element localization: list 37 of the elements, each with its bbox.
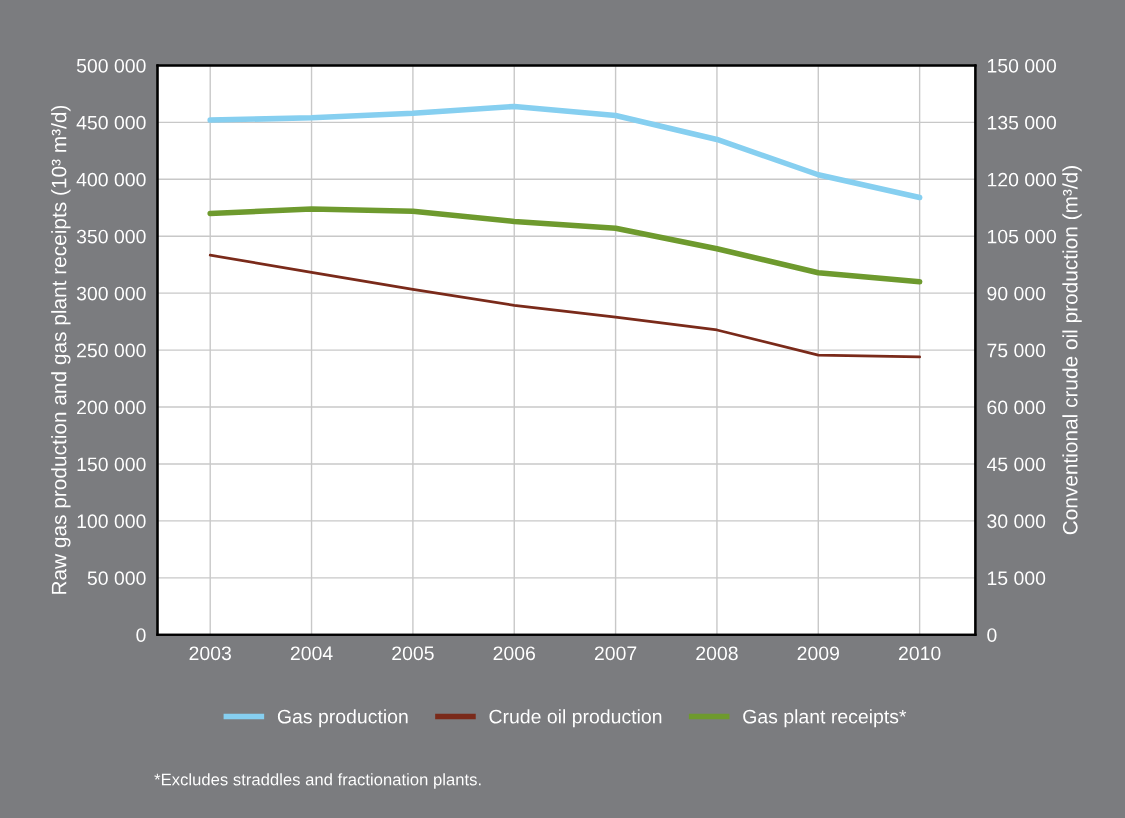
y-tick-label: 500 000 (76, 58, 146, 73)
legend-label: Crude oil production (489, 709, 662, 728)
y-tick-label: 50 000 (87, 571, 146, 586)
y-tick-label: 400 000 (76, 172, 146, 187)
y-tick-label: 200 000 (77, 400, 146, 415)
line-series (208, 253, 922, 359)
y-tick-label: 100 000 (77, 514, 146, 529)
y-tick-label: 0 (136, 628, 146, 642)
y2-tick-label: 60 000 (987, 400, 1046, 415)
x-tick-label: 2010 (898, 646, 941, 661)
y-axis-title: Raw gas production and gas plant receipts (10³ m³/d) (51, 105, 71, 594)
y2-tick-label: 15 000 (987, 571, 1046, 586)
x-tick-label: 2005 (392, 646, 434, 661)
x-tick-label: 2008 (696, 646, 738, 661)
x-tick-label: 2009 (797, 646, 839, 661)
y2-tick-label: 135 000 (987, 115, 1057, 130)
y-tick-label: 250 000 (77, 343, 146, 358)
legend-label: Gas plant receipts* (743, 709, 907, 728)
y-tick-label: 150 000 (77, 457, 146, 472)
y2-tick-label: 0 (987, 628, 997, 642)
x-tick-label: 2006 (493, 646, 536, 661)
legend-label: Gas production (277, 709, 408, 728)
y2-tick-label: 150 000 (987, 58, 1057, 73)
x-tick-label: 2004 (290, 646, 333, 661)
y2-tick-label: 75 000 (987, 343, 1046, 358)
y2-tick-label: 30 000 (987, 514, 1046, 529)
text: *Excludes straddles and fractionation plants. (154, 773, 481, 789)
y2-tick-label: 105 000 (987, 229, 1057, 244)
y2-axis-title: Conventional crude oil production (m³/d) (1062, 166, 1082, 535)
x-tick-label: 2003 (189, 646, 231, 661)
y2-tick-label: 120 000 (987, 172, 1057, 187)
y-tick-label: 300 000 (76, 286, 146, 301)
x-tick-label: 2007 (594, 646, 637, 661)
y2-tick-label: 90 000 (987, 286, 1046, 301)
y-tick-label: 450 000 (76, 115, 146, 130)
y-tick-label: 350 000 (76, 229, 146, 244)
y2-tick-label: 45 000 (986, 457, 1046, 472)
